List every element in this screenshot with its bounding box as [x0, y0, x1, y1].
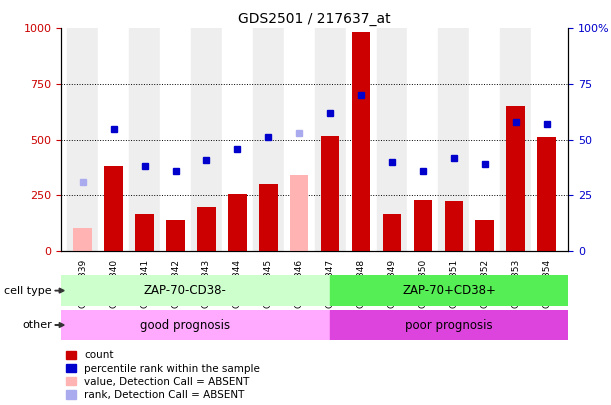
Bar — [475, 220, 494, 251]
Bar — [537, 137, 556, 251]
Bar — [129, 28, 160, 251]
Bar — [330, 310, 568, 340]
Bar — [376, 28, 408, 251]
Bar — [160, 28, 191, 251]
Bar — [191, 28, 222, 251]
Text: cell type: cell type — [4, 286, 52, 296]
Bar — [290, 175, 309, 251]
Bar — [531, 28, 562, 251]
Bar — [438, 28, 469, 251]
Bar — [166, 220, 185, 251]
Bar — [507, 107, 525, 251]
Bar — [315, 28, 346, 251]
Bar — [382, 214, 401, 251]
Text: good prognosis: good prognosis — [140, 318, 230, 332]
Legend: count, percentile rank within the sample, value, Detection Call = ABSENT, rank, : count, percentile rank within the sample… — [67, 350, 260, 400]
Bar — [330, 275, 568, 306]
Bar — [445, 201, 463, 251]
Bar — [408, 28, 438, 251]
Bar — [414, 200, 432, 251]
Text: poor prognosis: poor prognosis — [405, 318, 493, 332]
Bar — [346, 28, 376, 251]
Bar — [61, 275, 330, 306]
Title: GDS2501 / 217637_at: GDS2501 / 217637_at — [238, 12, 391, 26]
Bar — [67, 28, 98, 251]
Bar — [222, 28, 253, 251]
Bar — [104, 166, 123, 251]
Text: ZAP-70-CD38-: ZAP-70-CD38- — [144, 284, 226, 297]
Bar — [197, 207, 216, 251]
Bar — [253, 28, 284, 251]
Bar — [284, 28, 315, 251]
Bar — [135, 214, 154, 251]
Text: other: other — [22, 320, 52, 330]
Bar — [98, 28, 129, 251]
Bar — [352, 32, 370, 251]
Bar — [500, 28, 531, 251]
Bar — [321, 136, 339, 251]
Bar — [469, 28, 500, 251]
Text: ZAP-70+CD38+: ZAP-70+CD38+ — [402, 284, 496, 297]
Bar — [61, 310, 330, 340]
Bar — [228, 194, 247, 251]
Bar — [259, 184, 277, 251]
Bar — [73, 228, 92, 251]
